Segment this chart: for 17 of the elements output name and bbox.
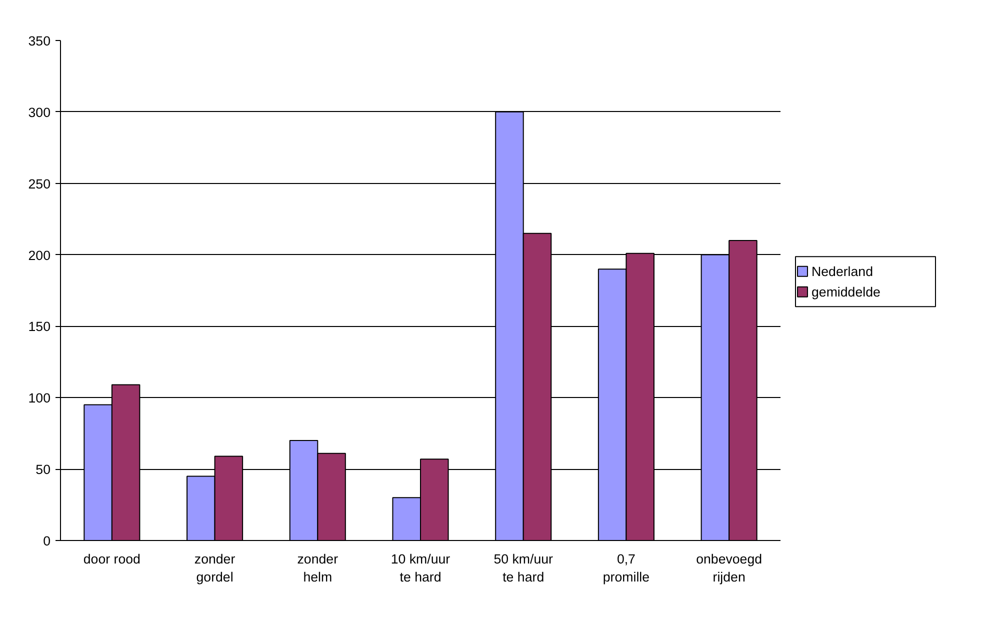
legend-label: Nederland bbox=[812, 264, 873, 279]
y-tick-label: 50 bbox=[36, 462, 51, 478]
x-tick-label: zonder gordel bbox=[194, 552, 236, 584]
y-tick-label: 0 bbox=[43, 534, 51, 548]
x-tick-label: onbevoegd rijden bbox=[696, 552, 762, 584]
y-tick-label: 200 bbox=[28, 248, 51, 263]
y-tick-label: 150 bbox=[28, 319, 51, 334]
x-tick-label: 0,7 promille bbox=[602, 552, 650, 584]
x-tick-label: 10 km/uur te hard bbox=[390, 552, 451, 584]
y-tick-label: 250 bbox=[28, 176, 51, 192]
x-tick-label: door rood bbox=[83, 552, 140, 566]
y-tick-label: 350 bbox=[28, 34, 51, 48]
x-tick-label: 50 km/uur te hard bbox=[494, 552, 554, 584]
y-tick-label: 300 bbox=[28, 104, 51, 120]
y-tick-label: 100 bbox=[28, 390, 51, 406]
x-tick-label: zonder helm bbox=[297, 552, 339, 584]
legend-label: gemiddelde bbox=[812, 284, 880, 300]
